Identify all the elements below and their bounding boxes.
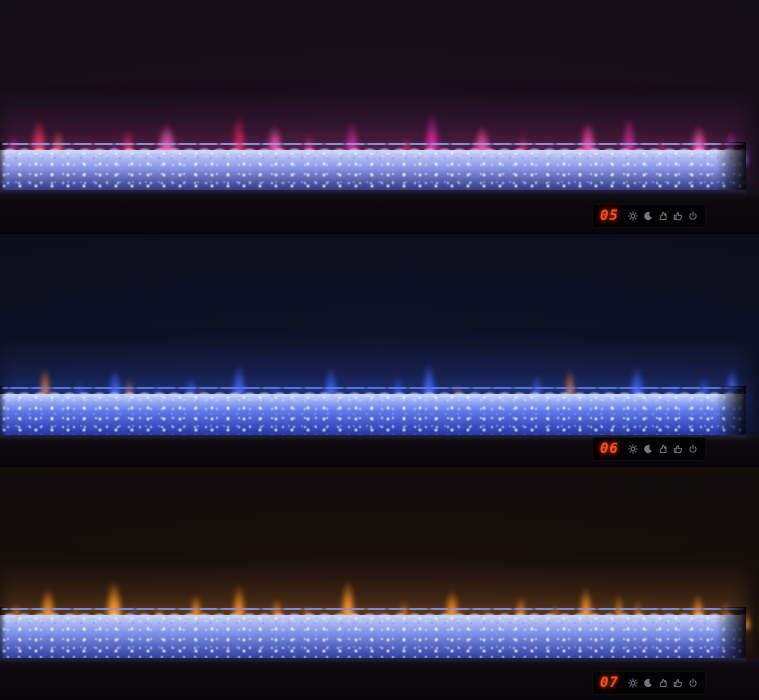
control-panel: 05: [592, 203, 706, 228]
sleep-timer-icon[interactable]: [643, 444, 653, 454]
touch-controls: [628, 678, 698, 688]
crystal-ember-bed: [0, 141, 746, 190]
flame-tongue: [742, 605, 752, 630]
fireplace-unit-middle: 06: [0, 233, 759, 468]
control-panel: 06: [592, 437, 706, 462]
led-readout: 06: [600, 441, 619, 458]
crystal-ember-bed: [0, 607, 746, 659]
power-icon[interactable]: [688, 678, 698, 688]
sleep-timer-icon[interactable]: [643, 678, 653, 688]
front-panel: 06: [0, 435, 759, 467]
fireplace-unit-top: 05: [0, 0, 759, 234]
heat-setting-icon[interactable]: [673, 211, 683, 221]
power-icon[interactable]: [688, 444, 698, 454]
brightness-icon[interactable]: [628, 678, 638, 688]
crystal-ember-bed: [0, 386, 746, 436]
power-icon[interactable]: [688, 211, 698, 221]
sleep-timer-icon[interactable]: [643, 211, 653, 221]
brightness-icon[interactable]: [628, 444, 638, 455]
touch-controls: [628, 210, 698, 221]
led-readout: 05: [600, 207, 619, 224]
front-panel: 05: [0, 189, 759, 233]
front-panel: 07: [0, 658, 759, 700]
control-panel: 07: [592, 671, 706, 696]
flame-effect-icon[interactable]: [658, 211, 668, 221]
heat-setting-icon[interactable]: [673, 678, 683, 688]
fireplace-unit-bottom: 07: [0, 467, 759, 700]
flame-effect-icon[interactable]: [658, 444, 668, 454]
brightness-icon[interactable]: [628, 210, 638, 221]
touch-controls: [628, 444, 698, 455]
led-readout: 07: [600, 675, 619, 692]
heat-setting-icon[interactable]: [673, 444, 683, 454]
flame-effect-icon[interactable]: [658, 678, 668, 688]
